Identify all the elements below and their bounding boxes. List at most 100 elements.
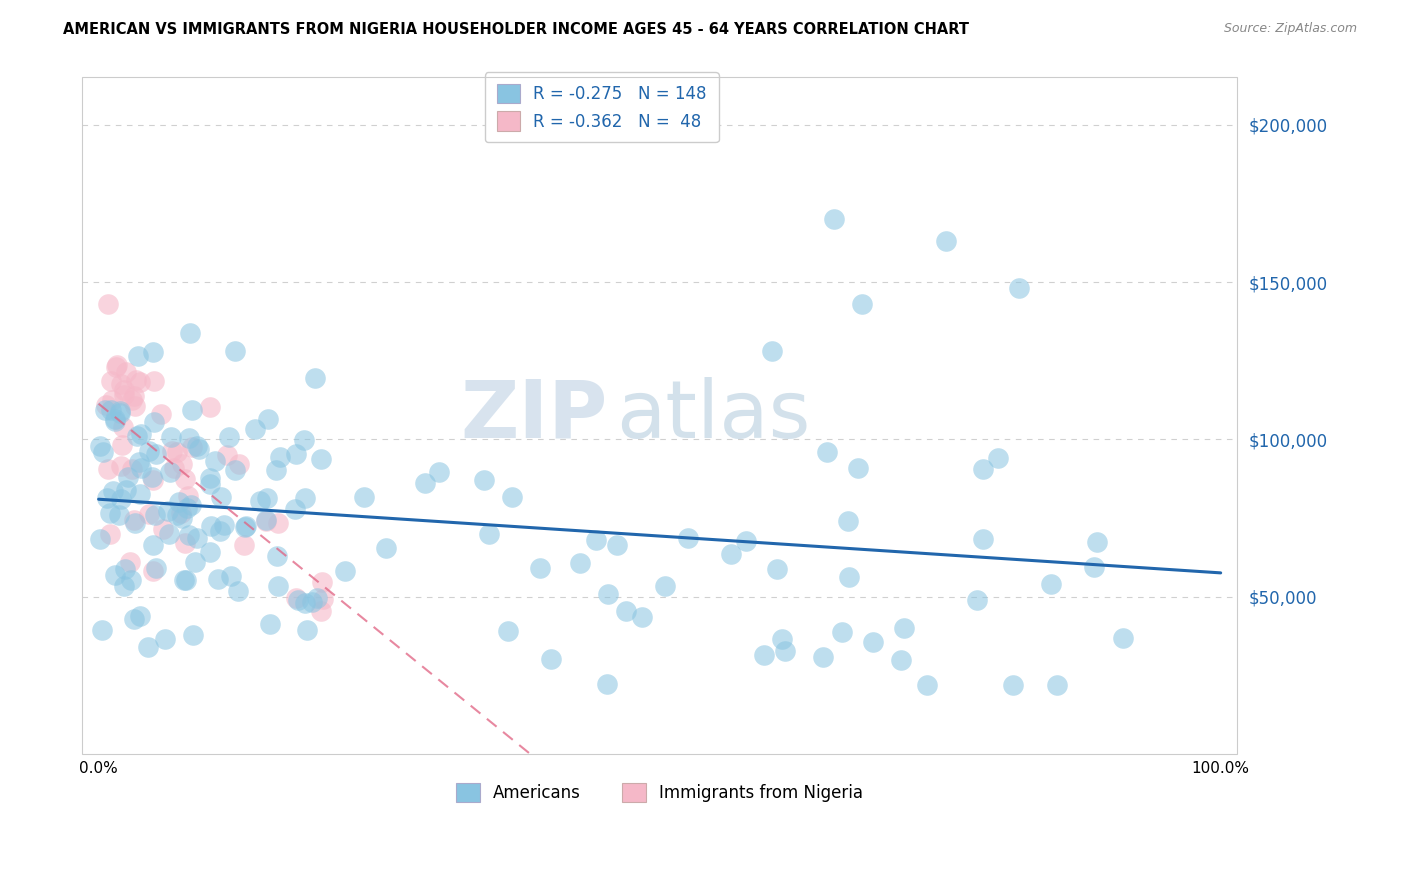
Point — [94, 398, 117, 412]
Y-axis label: Householder Income Ages 45 - 64 years: Householder Income Ages 45 - 64 years — [0, 269, 7, 562]
Point — [104, 412, 127, 426]
Point — [304, 371, 326, 385]
Point — [478, 526, 501, 541]
Point — [198, 544, 221, 558]
Text: AMERICAN VS IMMIGRANTS FROM NIGERIA HOUSEHOLDER INCOME AGES 45 - 64 YEARS CORREL: AMERICAN VS IMMIGRANTS FROM NIGERIA HOUS… — [63, 22, 969, 37]
Point — [101, 484, 124, 499]
Point — [200, 518, 222, 533]
Point — [256, 491, 278, 505]
Point — [184, 555, 207, 569]
Point — [174, 573, 197, 587]
Point — [257, 411, 280, 425]
Point — [117, 469, 139, 483]
Point — [214, 518, 236, 533]
Point — [159, 465, 181, 479]
Text: atlas: atlas — [616, 376, 810, 455]
Point — [127, 350, 149, 364]
Point — [129, 486, 152, 500]
Point — [765, 562, 787, 576]
Point — [100, 527, 122, 541]
Point — [1045, 678, 1067, 692]
Point — [129, 461, 152, 475]
Point — [141, 469, 163, 483]
Point — [1111, 631, 1133, 645]
Point — [333, 565, 356, 579]
Point — [121, 461, 143, 475]
Point — [752, 648, 775, 663]
Point — [540, 652, 562, 666]
Point — [180, 498, 202, 512]
Point — [1002, 678, 1025, 692]
Point — [259, 616, 281, 631]
Point — [838, 570, 860, 584]
Point — [124, 400, 146, 414]
Point — [569, 556, 592, 570]
Point — [831, 625, 853, 640]
Point — [122, 612, 145, 626]
Point — [170, 457, 193, 471]
Point — [110, 403, 132, 417]
Point — [264, 463, 287, 477]
Point — [129, 376, 152, 390]
Point — [596, 676, 619, 690]
Point — [472, 473, 495, 487]
Point — [138, 508, 160, 522]
Point — [285, 591, 308, 606]
Point — [157, 526, 180, 541]
Point — [174, 472, 197, 486]
Point — [177, 489, 200, 503]
Point — [204, 454, 226, 468]
Text: Source: ZipAtlas.com: Source: ZipAtlas.com — [1223, 22, 1357, 36]
Point — [100, 374, 122, 388]
Point — [267, 579, 290, 593]
Point — [179, 326, 201, 341]
Point — [107, 508, 129, 522]
Point — [105, 359, 128, 374]
Point — [89, 439, 111, 453]
Point — [173, 573, 195, 587]
Point — [105, 358, 128, 372]
Point — [91, 444, 114, 458]
Point — [100, 506, 122, 520]
Point — [226, 584, 249, 599]
Point — [893, 622, 915, 636]
Point — [813, 650, 835, 665]
Point — [266, 549, 288, 563]
Point — [114, 388, 136, 402]
Point — [198, 401, 221, 415]
Point — [108, 406, 131, 420]
Point — [654, 579, 676, 593]
Point — [862, 635, 884, 649]
Point — [163, 460, 186, 475]
Point — [169, 506, 191, 520]
Point — [181, 402, 204, 417]
Point — [232, 538, 254, 552]
Point — [145, 446, 167, 460]
Point — [284, 502, 307, 516]
Point — [1087, 534, 1109, 549]
Point — [149, 407, 172, 421]
Point — [97, 461, 120, 475]
Point — [138, 640, 160, 654]
Point — [311, 451, 333, 466]
Point — [427, 465, 450, 479]
Point — [128, 609, 150, 624]
Point — [110, 459, 132, 474]
Point — [770, 632, 793, 646]
Point — [104, 414, 127, 428]
Point — [157, 503, 180, 517]
Point — [166, 445, 188, 459]
Point — [120, 573, 142, 587]
Point — [111, 438, 134, 452]
Point — [181, 440, 204, 454]
Point — [501, 491, 523, 505]
Point — [110, 491, 132, 506]
Point — [181, 628, 204, 642]
Point — [188, 442, 211, 456]
Point — [966, 592, 988, 607]
Point — [987, 451, 1010, 466]
Point — [890, 653, 912, 667]
Point — [115, 365, 138, 379]
Point — [142, 345, 165, 359]
Point — [915, 678, 938, 692]
